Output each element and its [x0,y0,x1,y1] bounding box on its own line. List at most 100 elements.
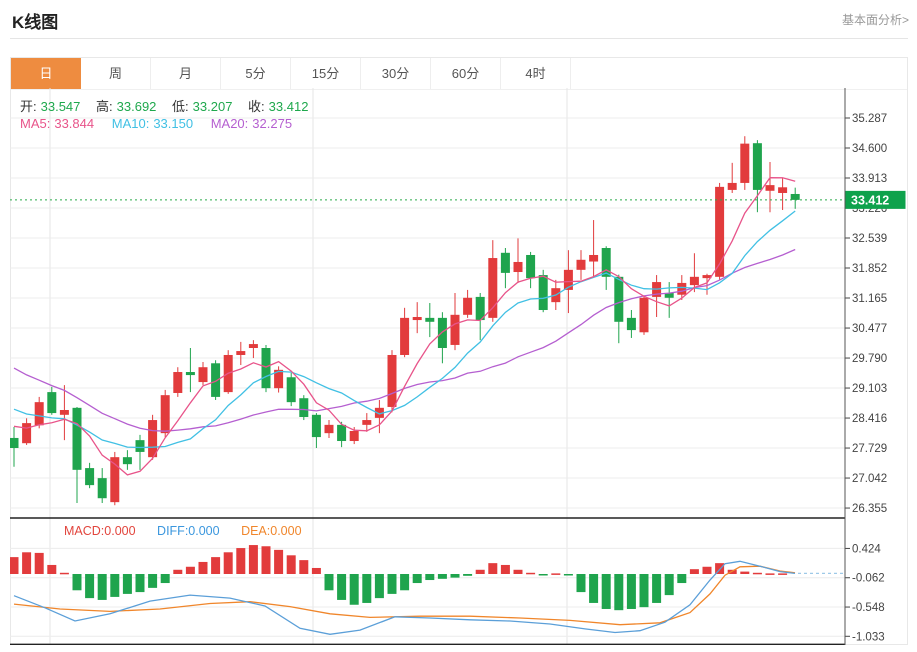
tab-15min[interactable]: 15分 [291,58,361,89]
macd-bar [10,557,19,574]
candle-body [450,314,460,345]
tab-60min[interactable]: 60分 [431,58,501,89]
candle-body [639,297,649,333]
y-axis-label: 26.355 [852,503,887,515]
candle-body [437,317,447,348]
y-axis-label: 30.477 [852,323,887,335]
candle-body [362,420,372,425]
candle-body [299,398,309,417]
macd-bar [387,574,397,594]
candle-body [148,420,158,458]
macd-bar [614,574,624,611]
macd-axis-label: -0.548 [852,602,885,614]
candle-body [261,348,271,389]
macd-bar [652,574,662,603]
candle-body [664,292,674,298]
macd-bar [437,574,447,579]
y-axis-label: 31.852 [852,263,887,275]
ma5-value: 33.844 [54,116,95,131]
candle-body [349,430,359,442]
open-label: 开: [20,99,37,114]
macd-bar [425,574,435,581]
tab-month[interactable]: 月 [151,58,221,89]
candle-body [374,407,384,418]
y-axis-label: 35.287 [852,113,887,125]
candle-body [626,317,636,331]
macd-bar [752,572,762,575]
close-value: 33.412 [268,99,309,114]
macd-bar [34,552,44,574]
macd-bar [311,567,321,574]
candle-body [286,377,296,403]
current-price-badge-text: 33.412 [851,193,889,207]
macd-bar [160,574,170,584]
tab-week[interactable]: 周 [81,58,151,89]
page-title: K线图 [12,13,59,32]
macd-bar [374,574,384,599]
macd-bar [412,574,422,584]
candle-body [790,193,800,200]
candle-body [47,392,57,414]
ma10-value: 33.150 [153,116,194,131]
candle-body [589,254,599,262]
kline-chart-canvas: 35.28734.60033.91333.22632.53931.85231.1… [10,88,906,645]
y-axis-label: 32.539 [852,233,887,245]
macd-bar [236,548,246,574]
macd-bar [211,557,221,574]
macd-bar [664,574,674,596]
candle-body [236,351,246,355]
candle-body [34,402,44,426]
candle-body [778,187,788,193]
y-axis-label: 28.416 [852,413,887,425]
macd-bar [576,574,586,593]
macd-bar [85,574,95,599]
candle-body [337,424,347,442]
candle-body [412,316,422,321]
y-axis-label: 33.913 [852,173,887,185]
macd-bar [248,545,258,574]
macd-bar [261,546,271,574]
macd-bar [500,564,510,574]
tab-30min[interactable]: 30分 [361,58,431,89]
close-label: 收: [248,99,265,114]
dea-line [13,565,796,626]
tab-4hour[interactable]: 4时 [501,58,571,89]
candle-body [576,259,586,270]
candle-body [513,261,523,273]
ma-legend: MA5: 33.844 MA10: 33.150 MA20: 32.275 [20,116,296,131]
dea-label: DEA: [241,524,271,538]
high-value: 33.692 [116,99,157,114]
macd-bar [110,574,120,597]
candle-body [702,275,712,279]
diff-value: 0.000 [188,524,220,538]
candle-body [160,395,170,434]
ma20-label: MA20: [210,116,249,131]
macd-bar [47,564,57,574]
macd-bar [715,563,725,574]
macd-axis-label: -0.062 [852,573,885,585]
macd-bar [601,574,611,609]
candle-body [274,369,284,389]
tab-5min[interactable]: 5分 [221,58,291,89]
low-value: 33.207 [192,99,233,114]
title-divider [10,38,908,39]
macd-bar [488,563,498,574]
candle-body [110,457,120,503]
y-axis-label: 29.790 [852,353,887,365]
macd-bar [538,574,548,576]
high-label: 高: [96,99,113,114]
candle-body [122,457,132,465]
ma5-line [13,177,796,476]
macd-bar [337,574,347,600]
y-axis-label: 27.729 [852,443,887,455]
candle-body [324,424,334,434]
diff-line [13,560,796,635]
candle-body [72,407,82,470]
period-tab-bar: 日 周 月 5分 15分 30分 60分 4时 [11,58,907,90]
macd-bar [97,574,107,600]
diff-label: DIFF: [157,524,189,538]
fundamental-analysis-link[interactable]: 基本面分析> [841,13,909,27]
candle-body [488,258,498,318]
tab-day[interactable]: 日 [11,58,81,89]
candle-body [211,363,221,397]
